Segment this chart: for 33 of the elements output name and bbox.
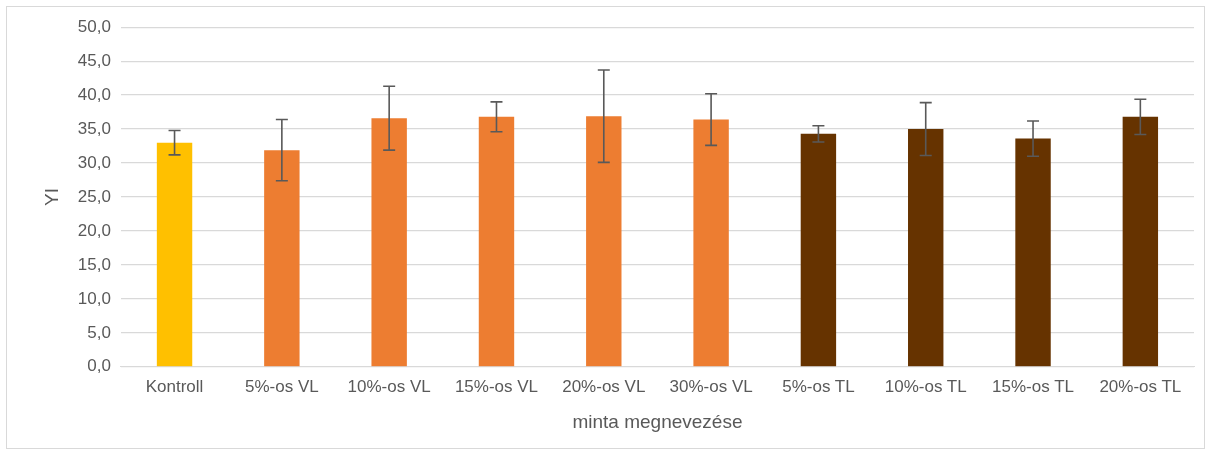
x-axis-title: minta megnevezése [572, 410, 743, 432]
y-tick-label: 5,0 [87, 322, 111, 342]
x-tick-label: Kontroll [145, 376, 204, 396]
bar [264, 150, 300, 367]
y-tick-label: 10,0 [77, 288, 111, 308]
bar [693, 119, 729, 367]
y-tick-label: 25,0 [77, 186, 111, 206]
bar [1122, 116, 1159, 367]
bar [908, 129, 944, 367]
y-tick-label: 35,0 [77, 118, 111, 138]
bar [156, 142, 193, 367]
x-tick-label: 15%-os VL [454, 376, 539, 396]
x-tick-label: 20%-os VL [562, 376, 646, 396]
bar [478, 116, 515, 367]
y-tick-label: 20,0 [77, 220, 111, 240]
x-tick-label: 20%-os TL [1099, 376, 1182, 396]
y-tick-label: 45,0 [77, 50, 111, 70]
x-tick-label: 5%-os TL [782, 376, 855, 396]
x-tick-label: 10%-os VL [347, 376, 431, 396]
bar [1015, 138, 1051, 367]
x-tick-label: 15%-os TL [992, 376, 1074, 396]
x-tick-label: 30%-os VL [669, 376, 753, 396]
y-tick-label: 50,0 [77, 16, 111, 36]
bar [586, 116, 622, 367]
y-tick-label: 15,0 [77, 254, 111, 274]
x-tick-label: 10%-os TL [884, 376, 967, 396]
y-axis-title: YI [40, 188, 62, 206]
x-tick-label: 5%-os VL [245, 376, 319, 396]
y-tick-label: 40,0 [77, 84, 111, 104]
bar [371, 118, 407, 367]
bar [800, 133, 837, 367]
y-tick-label: 30,0 [77, 152, 111, 172]
y-tick-label: 0,0 [87, 356, 111, 376]
